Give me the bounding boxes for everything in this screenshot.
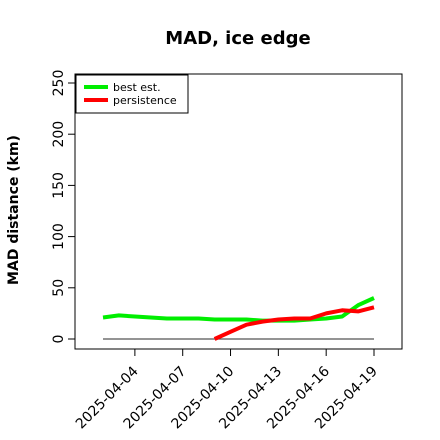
y-tick-label: 100	[51, 223, 67, 250]
legend-box	[75, 74, 189, 114]
legend-label-best-est: best est.	[113, 81, 161, 94]
plot-frame	[74, 73, 403, 350]
series-line-best-est	[102, 296, 375, 323]
y-tick-label: 150	[51, 172, 67, 199]
y-axis: 0 50 100 150 200 250	[51, 70, 75, 344]
series-layer	[102, 296, 375, 341]
legend-label-persistence: persistence	[113, 94, 177, 107]
x-axis: 2025-04-042025-04-072025-04-102025-04-13…	[73, 349, 381, 432]
chart-title: MAD, ice edge	[165, 28, 310, 49]
y-tick-label: 250	[51, 70, 67, 97]
y-axis-label: MAD distance (km)	[6, 135, 22, 285]
legend: best est. persistence	[75, 74, 189, 114]
y-tick-label: 200	[51, 121, 67, 148]
y-tick-label: 50	[51, 279, 67, 297]
y-tick-label: 0	[51, 335, 67, 344]
series-line-persistence	[213, 305, 375, 341]
